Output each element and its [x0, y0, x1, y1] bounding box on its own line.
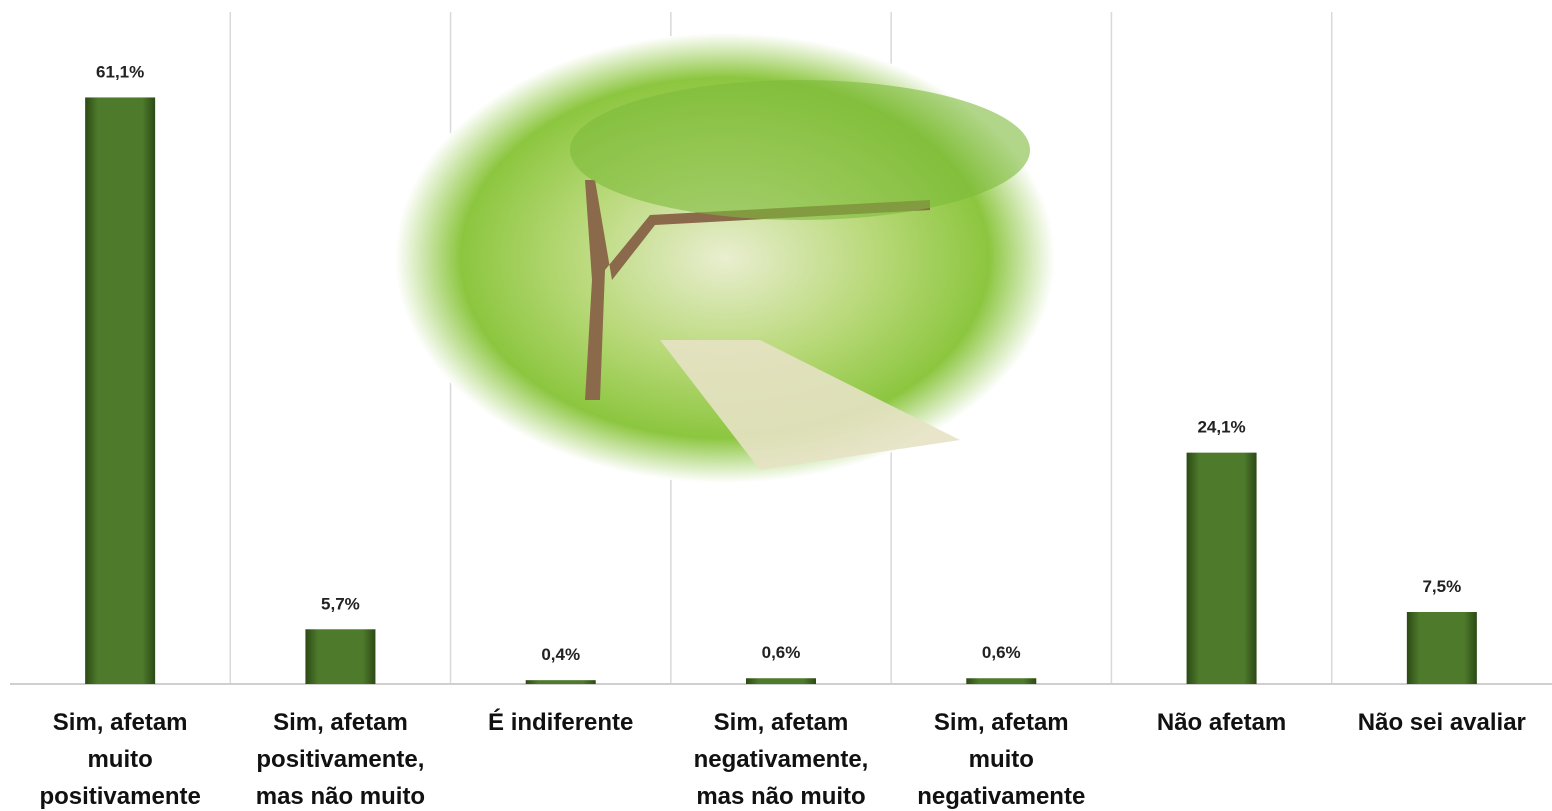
bar	[305, 629, 376, 684]
bar	[746, 678, 816, 684]
x-tick-label: Sim, afetam muito positivamente	[39, 709, 201, 810]
illustration	[395, 33, 1055, 483]
value-label: 24,1%	[1197, 418, 1245, 437]
value-label: 5,7%	[321, 594, 360, 613]
value-label: 0,6%	[982, 643, 1021, 662]
value-label: 0,4%	[541, 645, 580, 664]
bar	[525, 680, 596, 684]
bar	[1186, 452, 1257, 684]
illustration-canopy	[570, 80, 1030, 220]
x-tick-label: Não afetam	[1156, 709, 1287, 736]
x-tick-label: Sim, afetam positivamente, mas não muito	[255, 709, 426, 810]
value-label: 0,6%	[762, 643, 801, 662]
bar	[1406, 612, 1477, 684]
value-label: 7,5%	[1422, 577, 1461, 596]
value-label: 61,1%	[96, 62, 144, 81]
x-tick-label: Não sei avaliar	[1357, 709, 1526, 736]
bar	[966, 678, 1037, 684]
x-tick-label: Sim, afetam negativamente, mas não muito	[693, 709, 869, 810]
illustration-path	[660, 340, 960, 470]
x-tick-label: Sim, afetam muito negativamente	[917, 709, 1086, 810]
x-tick-label: É indiferente	[488, 709, 634, 736]
bar	[85, 97, 156, 684]
